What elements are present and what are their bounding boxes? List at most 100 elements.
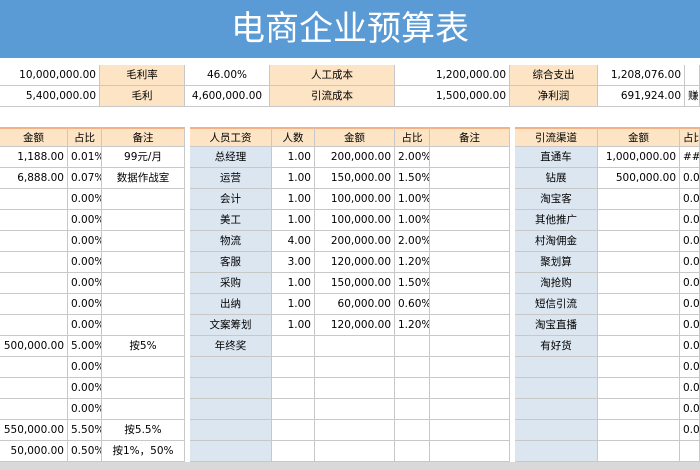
- table-cell[interactable]: 1.00: [272, 294, 315, 315]
- table-cell[interactable]: 0.00%: [68, 210, 102, 231]
- table-cell[interactable]: 采购: [190, 273, 272, 294]
- table-cell[interactable]: 1.20%: [395, 315, 430, 336]
- table-cell[interactable]: 500,000.00: [0, 336, 68, 357]
- table-cell[interactable]: [315, 378, 395, 399]
- table-cell[interactable]: 直通车: [515, 147, 598, 168]
- table-cell[interactable]: [190, 378, 272, 399]
- sheet-tabs[interactable]: [0, 462, 700, 470]
- table-cell[interactable]: 按5.5%: [102, 420, 185, 441]
- table-cell[interactable]: 0.00%: [68, 273, 102, 294]
- table-cell[interactable]: 村淘佣金: [515, 231, 598, 252]
- table-cell[interactable]: 有好货: [515, 336, 598, 357]
- header-cell[interactable]: 占比: [680, 127, 700, 147]
- table-cell[interactable]: [272, 336, 315, 357]
- table-cell[interactable]: 50,000.00: [0, 441, 68, 462]
- table-cell[interactable]: 1.00: [272, 210, 315, 231]
- table-cell[interactable]: [430, 441, 510, 462]
- table-cell[interactable]: [598, 294, 680, 315]
- table-cell[interactable]: [598, 441, 680, 462]
- header-cell[interactable]: 金额: [0, 127, 68, 147]
- table-cell[interactable]: 1.00: [272, 147, 315, 168]
- table-cell[interactable]: 1,000,000.00: [598, 147, 680, 168]
- table-cell[interactable]: [272, 357, 315, 378]
- table-cell[interactable]: [430, 420, 510, 441]
- table-cell[interactable]: 0.00%: [68, 231, 102, 252]
- table-cell[interactable]: 1.00: [272, 189, 315, 210]
- table-cell[interactable]: [598, 336, 680, 357]
- table-cell[interactable]: [430, 294, 510, 315]
- table-cell[interactable]: [515, 420, 598, 441]
- table-cell[interactable]: 0.00: [680, 189, 700, 210]
- table-cell[interactable]: [190, 441, 272, 462]
- table-cell[interactable]: [102, 399, 185, 420]
- table-cell[interactable]: [598, 399, 680, 420]
- table-cell[interactable]: 0.00%: [68, 357, 102, 378]
- table-cell[interactable]: 60,000.00: [315, 294, 395, 315]
- table-cell[interactable]: 0.00: [680, 231, 700, 252]
- table-cell[interactable]: [315, 441, 395, 462]
- table-cell[interactable]: [598, 189, 680, 210]
- table-cell[interactable]: [0, 273, 68, 294]
- table-cell[interactable]: [680, 441, 700, 462]
- table-cell[interactable]: 120,000.00: [315, 315, 395, 336]
- table-cell[interactable]: [102, 378, 185, 399]
- table-cell[interactable]: [430, 378, 510, 399]
- table-cell[interactable]: 美工: [190, 210, 272, 231]
- table-cell[interactable]: 0.01%: [68, 147, 102, 168]
- summary-cell[interactable]: 5,400,000.00: [0, 86, 100, 107]
- table-cell[interactable]: 150,000.00: [315, 168, 395, 189]
- table-cell[interactable]: 500,000.00: [598, 168, 680, 189]
- table-cell[interactable]: 0.00%: [68, 252, 102, 273]
- table-cell[interactable]: [515, 357, 598, 378]
- summary-cell[interactable]: 引流成本: [270, 86, 395, 107]
- summary-cell[interactable]: 10,000,000.00: [0, 65, 100, 86]
- table-cell[interactable]: 200,000.00: [315, 231, 395, 252]
- table-cell[interactable]: 客服: [190, 252, 272, 273]
- summary-cell[interactable]: 691,924.00: [598, 86, 685, 107]
- table-cell[interactable]: [598, 420, 680, 441]
- table-cell[interactable]: 0.00: [680, 294, 700, 315]
- summary-cell[interactable]: 1,208,076.00: [598, 65, 685, 86]
- table-cell[interactable]: [0, 189, 68, 210]
- table-cell[interactable]: 数据作战室: [102, 168, 185, 189]
- table-cell[interactable]: [102, 252, 185, 273]
- table-cell[interactable]: [598, 357, 680, 378]
- table-cell[interactable]: 会计: [190, 189, 272, 210]
- header-cell[interactable]: 人数: [272, 127, 315, 147]
- table-cell[interactable]: 淘宝客: [515, 189, 598, 210]
- table-cell[interactable]: [430, 189, 510, 210]
- table-cell[interactable]: 2.00%: [395, 147, 430, 168]
- table-cell[interactable]: 0.00: [680, 357, 700, 378]
- table-cell[interactable]: 5.00%: [68, 336, 102, 357]
- table-cell[interactable]: 150,000.00: [315, 273, 395, 294]
- summary-cell[interactable]: 1,200,000.00: [395, 65, 510, 86]
- summary-cell[interactable]: 4,600,000.00: [185, 86, 270, 107]
- table-cell[interactable]: 1.00: [272, 168, 315, 189]
- table-cell[interactable]: 其他推广: [515, 210, 598, 231]
- table-cell[interactable]: [190, 399, 272, 420]
- table-cell[interactable]: 0.00: [680, 315, 700, 336]
- table-cell[interactable]: 按5%: [102, 336, 185, 357]
- table-cell[interactable]: [395, 378, 430, 399]
- table-cell[interactable]: [395, 399, 430, 420]
- table-cell[interactable]: 0.00: [680, 210, 700, 231]
- summary-cell[interactable]: 人工成本: [270, 65, 395, 86]
- table-cell[interactable]: 0.00: [680, 378, 700, 399]
- table-cell[interactable]: 6,888.00: [0, 168, 68, 189]
- table-cell[interactable]: [395, 441, 430, 462]
- table-cell[interactable]: 0.00: [680, 252, 700, 273]
- table-cell[interactable]: [315, 420, 395, 441]
- table-cell[interactable]: 0.60%: [395, 294, 430, 315]
- table-cell[interactable]: [190, 357, 272, 378]
- table-cell[interactable]: [0, 231, 68, 252]
- table-cell[interactable]: [515, 399, 598, 420]
- table-cell[interactable]: 1.00%: [395, 210, 430, 231]
- table-cell[interactable]: [430, 252, 510, 273]
- table-cell[interactable]: 淘抢购: [515, 273, 598, 294]
- header-cell[interactable]: 占比: [395, 127, 430, 147]
- table-cell[interactable]: [102, 189, 185, 210]
- table-cell[interactable]: [315, 399, 395, 420]
- table-cell[interactable]: [102, 357, 185, 378]
- table-cell[interactable]: 550,000.00: [0, 420, 68, 441]
- table-cell[interactable]: 钻展: [515, 168, 598, 189]
